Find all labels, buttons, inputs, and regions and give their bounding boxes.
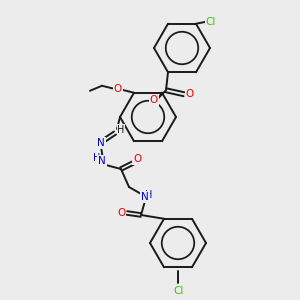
Text: H: H [145, 190, 153, 200]
Text: Cl: Cl [206, 17, 216, 27]
Text: O: O [114, 84, 122, 94]
Text: N: N [98, 156, 106, 166]
Text: Cl: Cl [174, 286, 184, 296]
Text: O: O [133, 154, 141, 164]
Text: O: O [186, 89, 194, 99]
Text: O: O [150, 95, 158, 105]
Text: N: N [141, 192, 149, 202]
Text: H: H [93, 153, 101, 163]
Text: H: H [117, 125, 125, 135]
Text: O: O [117, 208, 125, 218]
Text: N: N [97, 138, 105, 148]
